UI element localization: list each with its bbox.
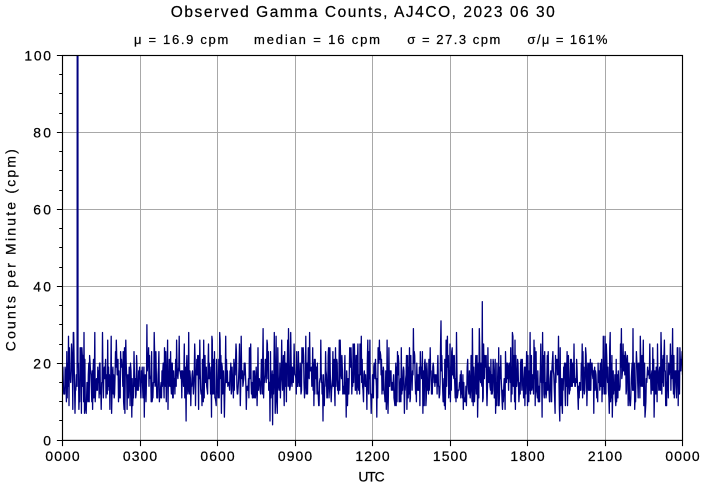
svg-text:80: 80 [33,124,51,140]
svg-text:1800: 1800 [510,448,544,464]
svg-text:100: 100 [24,48,51,64]
svg-text:0300: 0300 [123,448,157,464]
svg-text:Counts per Minute (cpm): Counts per Minute (cpm) [2,149,18,351]
svg-text:1200: 1200 [355,448,389,464]
svg-text:2100: 2100 [588,448,622,464]
svg-text:0: 0 [43,432,51,448]
svg-text:40: 40 [33,278,51,294]
svg-text:σ = 27.3 cpm: σ = 27.3 cpm [407,32,500,47]
svg-text:0000: 0000 [665,448,699,464]
svg-text:UTC: UTC [358,468,384,484]
svg-text:μ = 16.9 cpm: μ = 16.9 cpm [134,32,228,47]
svg-text:60: 60 [33,201,51,217]
svg-text:0900: 0900 [278,448,312,464]
svg-text:0000: 0000 [45,448,79,464]
svg-text:σ/μ = 161%: σ/μ = 161% [527,32,607,47]
svg-text:1500: 1500 [433,448,467,464]
svg-text:20: 20 [33,355,51,371]
svg-text:Observed Gamma Counts, AJ4CO,: Observed Gamma Counts, AJ4CO, 2023 06 30 [171,4,555,21]
svg-text:median = 16 cpm: median = 16 cpm [254,32,380,47]
svg-text:0600: 0600 [200,448,234,464]
